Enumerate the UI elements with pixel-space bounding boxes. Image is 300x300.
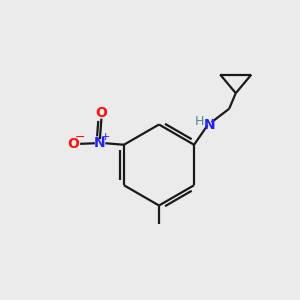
Text: O: O [68, 137, 80, 151]
Text: H: H [194, 115, 204, 128]
Text: −: − [75, 131, 86, 144]
Text: O: O [95, 106, 107, 120]
Text: +: + [100, 132, 110, 142]
Text: N: N [94, 136, 106, 150]
Text: N: N [203, 118, 215, 132]
